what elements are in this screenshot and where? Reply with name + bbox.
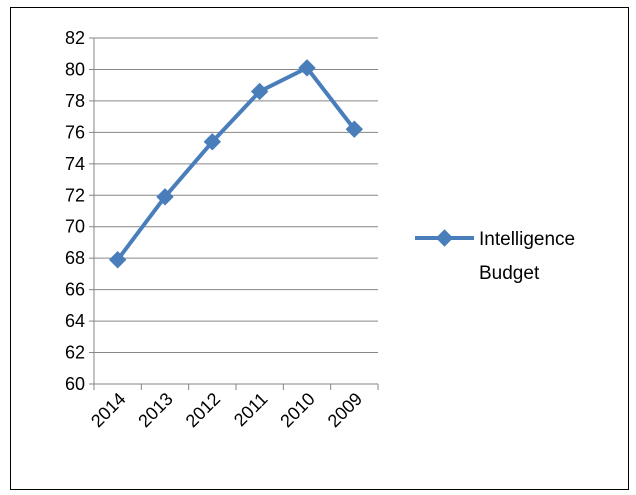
data-point-marker	[345, 120, 364, 138]
y-tick-label: 68	[65, 248, 85, 268]
y-tick-label: 64	[65, 311, 85, 331]
y-tick-label: 62	[65, 343, 85, 363]
data-point-marker	[250, 82, 269, 101]
x-tick-label: 2014	[87, 389, 129, 431]
x-tick-label: 2009	[324, 389, 366, 431]
data-point-marker	[298, 59, 316, 77]
legend-label-line-1: Intelligence	[479, 229, 575, 250]
y-tick-label: 80	[65, 59, 85, 79]
series-group	[108, 59, 364, 269]
y-tick-label: 60	[65, 374, 85, 394]
x-tick-label: 2010	[276, 389, 318, 431]
axes	[89, 37, 379, 390]
y-tick-label: 78	[65, 91, 85, 111]
x-tick-label: 2013	[134, 389, 176, 431]
y-tick-label: 70	[65, 217, 85, 237]
legend-diamond-marker	[435, 229, 454, 247]
x-tick-label: 2012	[182, 389, 224, 431]
gridlines	[94, 37, 378, 354]
y-tick-label: 76	[65, 122, 85, 142]
series-line	[115, 65, 357, 262]
chart-frame	[10, 7, 629, 490]
data-point-marker	[156, 188, 174, 206]
y-tick-label: 82	[65, 28, 85, 48]
legend: Intelligence Budget	[415, 229, 575, 284]
data-point-marker	[108, 251, 127, 269]
y-axis-tick-labels: 60 62 64 66 68 70 72 74 76 78 80 82	[65, 28, 85, 394]
x-axis-tick-labels: 2014 2013 2012 2011 2010 2009	[87, 389, 366, 431]
y-tick-label: 66	[65, 280, 85, 300]
x-tick-label: 2011	[230, 389, 272, 431]
legend-label-line-2: Budget	[479, 263, 540, 284]
data-point-marker	[203, 133, 222, 151]
y-tick-label: 72	[65, 185, 85, 205]
y-tick-label: 74	[65, 154, 85, 174]
